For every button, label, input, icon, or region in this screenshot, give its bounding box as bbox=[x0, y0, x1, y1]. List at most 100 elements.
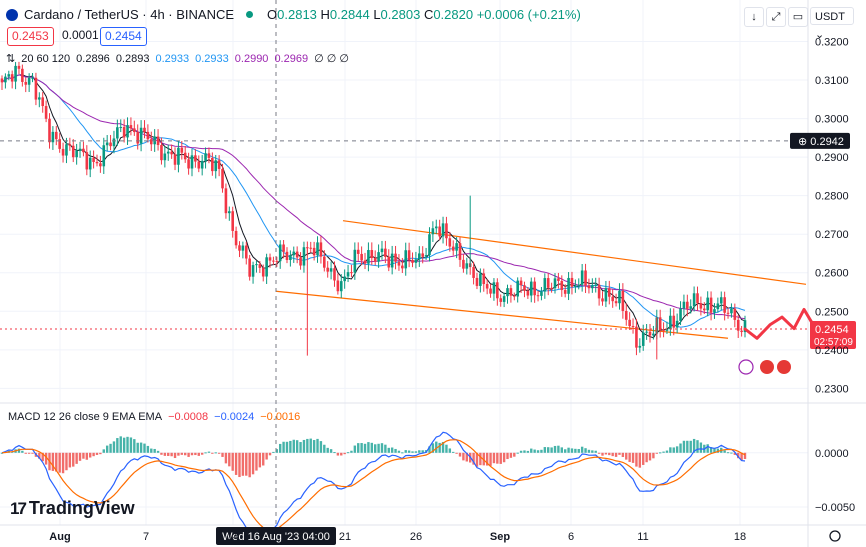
candle-body bbox=[431, 228, 435, 235]
candle-body bbox=[560, 280, 564, 291]
time-tick-label: 11 bbox=[637, 531, 648, 543]
expand-icon[interactable]: ⤢ bbox=[766, 7, 786, 27]
candle-body bbox=[563, 290, 567, 294]
crosshair-date-box bbox=[216, 527, 336, 545]
macd-histogram-bar bbox=[95, 452, 99, 455]
candle-body bbox=[207, 153, 211, 158]
channel-lower-line bbox=[275, 290, 729, 339]
buy-price-button[interactable]: 0.2454 bbox=[100, 27, 147, 46]
macd-histogram-bar bbox=[553, 445, 557, 453]
time-axis[interactable]: Aug 7 14 21 26 Sep 6 11 18 bbox=[49, 531, 746, 543]
macd-histogram-bar bbox=[587, 449, 591, 453]
macd-histogram-bar bbox=[85, 452, 89, 460]
ma-legend-icon: ⇅ bbox=[6, 53, 16, 65]
candle-body bbox=[390, 253, 394, 268]
macd-histogram-bar bbox=[394, 448, 397, 453]
price-axis[interactable]: 0.3200 0.3100 0.3000 0.2900 0.2800 0.2700 0.26… bbox=[815, 36, 855, 514]
candle-body bbox=[31, 77, 34, 79]
macd-histogram-bar bbox=[92, 452, 95, 457]
currency-select[interactable]: USDT ⌄ bbox=[810, 7, 854, 41]
candle-body bbox=[251, 265, 255, 277]
candle-body bbox=[316, 242, 319, 256]
macd-histogram-bar bbox=[146, 445, 150, 453]
candle-body bbox=[38, 97, 41, 100]
candle-body bbox=[99, 163, 102, 167]
screenshot-icon[interactable]: ▭ bbox=[788, 7, 808, 27]
candle-body bbox=[27, 77, 31, 85]
macd-histogram-bar bbox=[540, 449, 543, 453]
macd-histogram-bar bbox=[258, 452, 262, 468]
ma120-line bbox=[1, 74, 746, 320]
time-tick-label: 18 bbox=[734, 531, 746, 543]
macd-histogram-bar bbox=[730, 452, 733, 454]
macd-histogram-bar bbox=[31, 452, 34, 454]
macd-histogram-bar bbox=[282, 441, 285, 453]
candle-body bbox=[51, 131, 55, 143]
macd-histogram-bar bbox=[211, 452, 214, 454]
price-tick-label: 0.2300 bbox=[815, 383, 849, 395]
macd-histogram-bar bbox=[194, 452, 197, 456]
macd-histogram-bar bbox=[302, 439, 306, 453]
candle-body bbox=[401, 265, 404, 269]
download-icon[interactable]: ↓ bbox=[744, 7, 764, 27]
macd-histogram-bar bbox=[662, 451, 665, 453]
crosshair-price-box bbox=[790, 132, 850, 149]
candle-body bbox=[380, 248, 384, 253]
ma-value: 0.2893 bbox=[115, 52, 150, 65]
macd-histogram-bar bbox=[485, 452, 489, 466]
macd-histogram-bar bbox=[156, 450, 160, 453]
macd-histogram-bar bbox=[143, 443, 146, 453]
macd-histogram-bar bbox=[72, 452, 75, 467]
candle-body bbox=[387, 256, 391, 268]
macd-histogram-bar bbox=[248, 452, 251, 478]
macd-histogram-bar bbox=[197, 452, 200, 456]
macd-histogram-bar bbox=[404, 450, 407, 453]
candle-body bbox=[516, 280, 519, 297]
macd-histogram-bar bbox=[61, 452, 65, 474]
macd-histogram-bar bbox=[709, 447, 713, 453]
crosshair-price-label: ⊕ 0.2942 bbox=[798, 136, 844, 148]
candle-body bbox=[248, 258, 251, 277]
sell-price-button[interactable]: 0.2453 bbox=[7, 27, 54, 46]
candle-body bbox=[170, 151, 173, 155]
ma-legend: ⇅ 20 60 120 0.2896 0.2893 0.2933 0.2933 … bbox=[6, 52, 349, 66]
macd-histogram-bar bbox=[692, 438, 696, 453]
macd-histogram-bar bbox=[177, 452, 180, 456]
macd-pane bbox=[0, 431, 747, 542]
candle-body bbox=[434, 226, 438, 229]
ma-legend-label: 20 60 120 bbox=[21, 52, 71, 65]
macd-histogram-bar bbox=[455, 452, 458, 454]
macd-histogram-bar bbox=[295, 440, 299, 453]
macd-histogram-bar bbox=[686, 440, 689, 453]
macd-histogram-bar bbox=[228, 452, 231, 467]
candle-body bbox=[149, 139, 153, 145]
macd-histogram-bar bbox=[390, 447, 394, 453]
macd-histogram-bar bbox=[631, 452, 635, 463]
candle-body bbox=[285, 251, 289, 261]
macd-histogram-bar bbox=[65, 452, 68, 471]
macd-histogram-bar bbox=[431, 443, 435, 453]
macd-histogram-bar bbox=[499, 452, 502, 464]
macd-histogram-bar bbox=[458, 452, 462, 457]
macd-histogram-bar bbox=[421, 450, 424, 453]
macd-histogram-bar bbox=[435, 441, 438, 453]
candle-body bbox=[333, 268, 336, 281]
macd-histogram-bar bbox=[238, 452, 241, 478]
candle-body bbox=[265, 257, 268, 277]
macd-histogram-bar bbox=[414, 451, 418, 453]
macd-histogram-bar bbox=[380, 443, 384, 453]
candle-body bbox=[122, 127, 126, 138]
macd-histogram-bar bbox=[465, 452, 468, 462]
candle-body bbox=[194, 155, 197, 162]
candle-body bbox=[479, 273, 482, 286]
projection-line bbox=[743, 307, 814, 340]
macd-histogram-bar bbox=[109, 443, 112, 453]
macd-histogram-bar bbox=[669, 447, 672, 453]
macd-histogram-bar bbox=[645, 452, 648, 463]
candle-body bbox=[743, 320, 747, 333]
price-tick-label: 0.2500 bbox=[815, 306, 849, 318]
candle-body bbox=[540, 291, 543, 296]
macd-histogram-bar bbox=[611, 452, 614, 457]
candle-body bbox=[641, 332, 645, 346]
